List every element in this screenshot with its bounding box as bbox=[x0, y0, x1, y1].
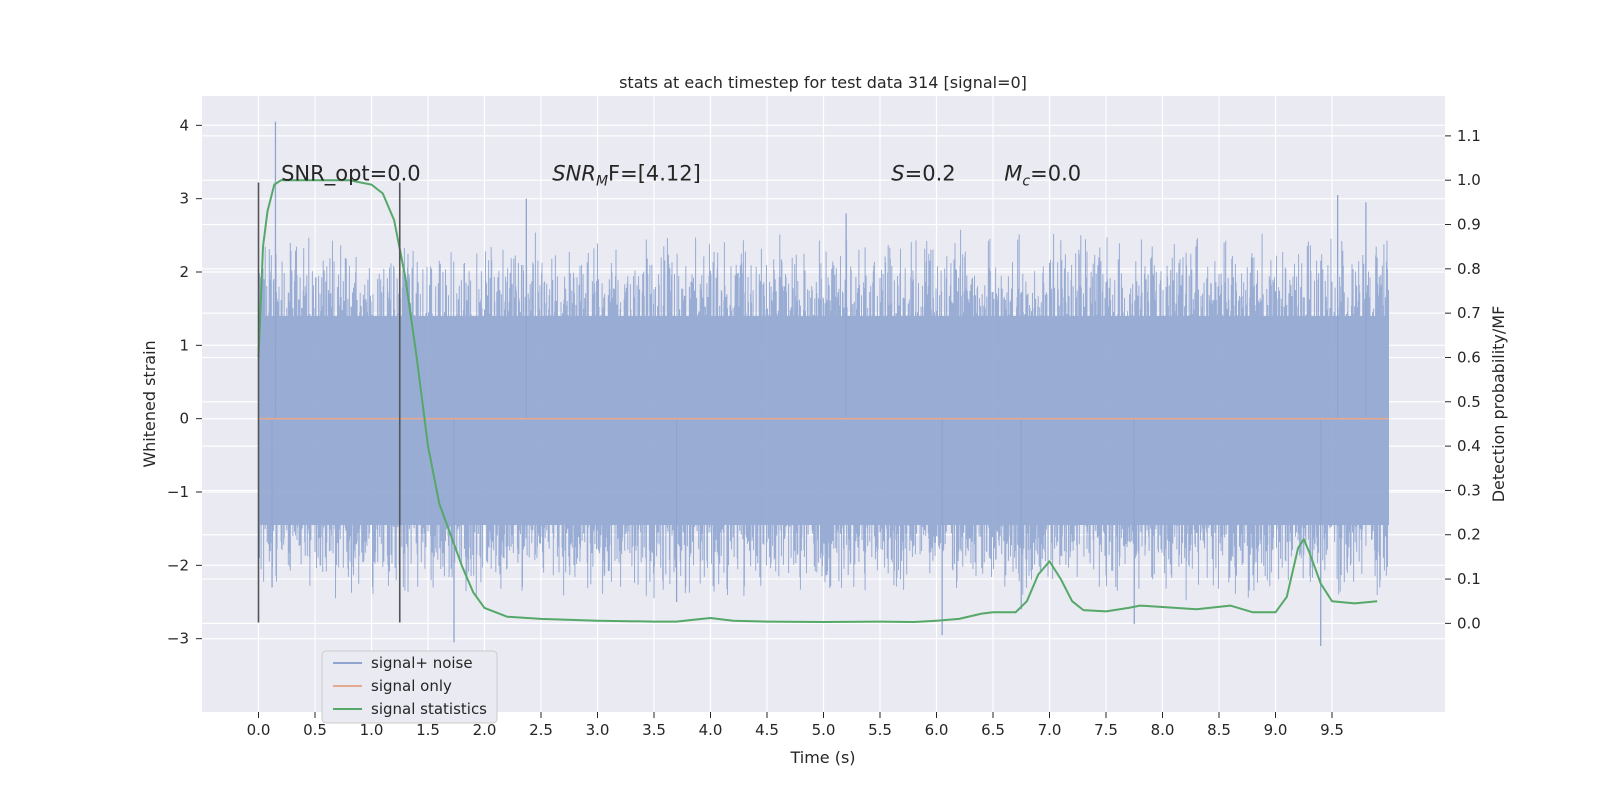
x-tick-label: 9.0 bbox=[1264, 721, 1288, 739]
annotation-value: =0.0 bbox=[1030, 161, 1081, 185]
signal-statistics-line bbox=[257, 179, 1378, 623]
y-tick-label: 4 bbox=[179, 116, 189, 134]
series-layer bbox=[257, 179, 1389, 623]
y2-tick-label: 1.1 bbox=[1457, 127, 1481, 145]
x-tick-label: 1.0 bbox=[360, 721, 384, 739]
x-tick-label: 7.5 bbox=[1094, 721, 1118, 739]
x-tick-label: 8.0 bbox=[1151, 721, 1175, 739]
annotation-0: SNR_opt=0.0 bbox=[281, 161, 421, 186]
y2-tick-label: 0.5 bbox=[1457, 393, 1481, 411]
axes: 0.0 0.5 1.0 1.5 2.0 2.5 3.0 3.5 4.0 4.5 5.0 5.5 6.0 6… bbox=[167, 116, 1481, 739]
x-tick-label: 2.5 bbox=[529, 721, 553, 739]
x-tick-label: 3.0 bbox=[586, 721, 610, 739]
y-tick-label: −3 bbox=[167, 630, 189, 648]
y2-tick-label: 0.6 bbox=[1457, 348, 1481, 366]
legend-box bbox=[321, 650, 498, 724]
y2-tick-label: 0.2 bbox=[1457, 526, 1481, 544]
y2-axis-title: Detection probability/MF bbox=[1489, 306, 1508, 503]
legend-label-noise: signal+ noise bbox=[371, 654, 473, 672]
annotation-main: SNR_opt=0.0 bbox=[281, 161, 421, 186]
y-tick-label: 0 bbox=[179, 410, 189, 428]
x-tick-label: 6.5 bbox=[981, 721, 1005, 739]
x-tick-label: 7.0 bbox=[1038, 721, 1062, 739]
noise-waveform bbox=[258, 229, 1389, 601]
x-tick-label: 9.5 bbox=[1320, 721, 1344, 739]
x-tick-label: 0.0 bbox=[247, 721, 271, 739]
annotation-subscript: M bbox=[596, 173, 608, 189]
annotation-main: SNR bbox=[552, 161, 596, 185]
x-tick-label: 5.0 bbox=[812, 721, 836, 739]
y2-tick-label: 0.8 bbox=[1457, 260, 1481, 278]
y-tick-label: 1 bbox=[179, 336, 189, 354]
y2-tick-label: 0.9 bbox=[1457, 216, 1481, 234]
y2-tick-label: 0.7 bbox=[1457, 304, 1481, 322]
annotation-2: S=0.2 bbox=[891, 161, 955, 185]
y-axis-title: Whitened strain bbox=[140, 340, 159, 467]
x-axis-title: Time (s) bbox=[789, 748, 855, 767]
y-tick-label: 2 bbox=[179, 263, 189, 281]
x-tick-label: 5.5 bbox=[868, 721, 892, 739]
y2-tick-label: 1.0 bbox=[1457, 171, 1481, 189]
x-tick-label: 4.5 bbox=[755, 721, 779, 739]
annotation-1: SNRMF=[4.12] bbox=[552, 161, 701, 189]
annotations: SNR_opt=0.0 SNRMF=[4.12] S=0.2 Mc=0.0 bbox=[281, 161, 1081, 189]
annotation-value: F=[4.12] bbox=[608, 161, 701, 185]
y-tick-label: 3 bbox=[179, 190, 189, 208]
x-tick-label: 4.0 bbox=[699, 721, 723, 739]
y2-tick-label: 0.4 bbox=[1457, 437, 1481, 455]
vertical-markers bbox=[257, 182, 401, 623]
annotation-main: S bbox=[891, 161, 904, 185]
y2-tick-label: 0.3 bbox=[1457, 481, 1481, 499]
legend-label-signal: signal only bbox=[371, 677, 452, 695]
legend-label-statistics: signal statistics bbox=[371, 700, 487, 718]
y-tick-label: −1 bbox=[167, 483, 189, 501]
x-tick-label: 2.0 bbox=[473, 721, 497, 739]
x-tick-label: 1.5 bbox=[416, 721, 440, 739]
annotation-main: M bbox=[1004, 161, 1022, 185]
y-tick-label: −2 bbox=[167, 556, 189, 574]
y2-tick-label: 0.1 bbox=[1457, 570, 1481, 588]
annotation-value: =0.2 bbox=[905, 161, 956, 185]
noise-series bbox=[258, 121, 1389, 646]
legend: signal+ noise signal only signal statist… bbox=[321, 650, 498, 724]
y2-tick-label: 0.0 bbox=[1457, 614, 1481, 632]
x-tick-label: 3.5 bbox=[642, 721, 666, 739]
annotation-3: Mc=0.0 bbox=[1004, 161, 1081, 189]
x-tick-label: 8.5 bbox=[1207, 721, 1231, 739]
annotation-subscript: c bbox=[1022, 173, 1030, 189]
x-tick-label: 6.0 bbox=[925, 721, 949, 739]
x-tick-label: 0.5 bbox=[303, 721, 327, 739]
chart-title: stats at each timestep for test data 314… bbox=[619, 73, 1027, 92]
